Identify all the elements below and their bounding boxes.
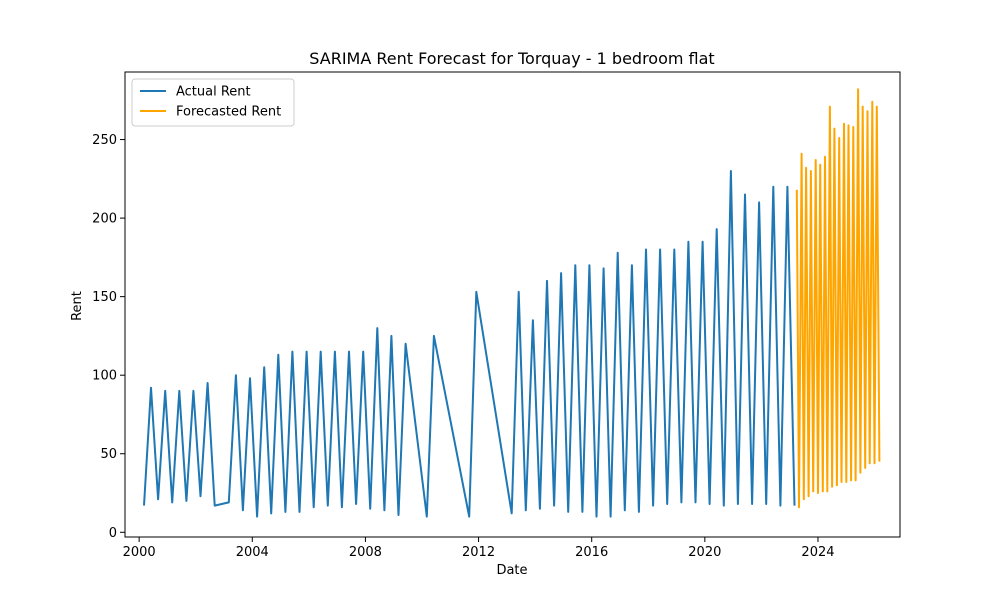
- y-tick-label: 50: [100, 447, 117, 462]
- y-tick-label: 100: [92, 369, 117, 384]
- y-tick-label: 250: [92, 133, 117, 148]
- x-tick-label: 2000: [123, 545, 156, 560]
- chart-title: SARIMA Rent Forecast for Torquay - 1 bed…: [309, 49, 714, 68]
- legend-entry-2: Forecasted Rent: [176, 105, 281, 120]
- x-tick-label: 2016: [575, 545, 608, 560]
- axes-frame: [124, 71, 901, 538]
- y-tick-label: 150: [92, 290, 117, 305]
- y-tick-label: 200: [92, 212, 117, 227]
- x-axis-label: Date: [496, 563, 527, 578]
- x-tick-label: 2004: [236, 545, 269, 560]
- axes: 2000 2004 2008 2012 2016 2020 2024 0 50 100 150 200…: [92, 71, 901, 560]
- x-tick-label: 2020: [688, 545, 721, 560]
- x-tick-label: 2008: [349, 545, 382, 560]
- x-tick-label: 2012: [462, 545, 495, 560]
- legend-entry-1: Actual Rent: [176, 85, 251, 100]
- legend-box: [131, 78, 295, 127]
- y-tick-label: 0: [109, 526, 117, 541]
- legend: Actual Rent Forecasted Rent: [131, 78, 295, 127]
- x-tick-label: 2024: [801, 545, 834, 560]
- series-line-1: [143, 170, 796, 518]
- plot-area: [143, 88, 881, 518]
- series-line-2: [795, 88, 881, 509]
- y-axis-label: Rent: [70, 291, 85, 321]
